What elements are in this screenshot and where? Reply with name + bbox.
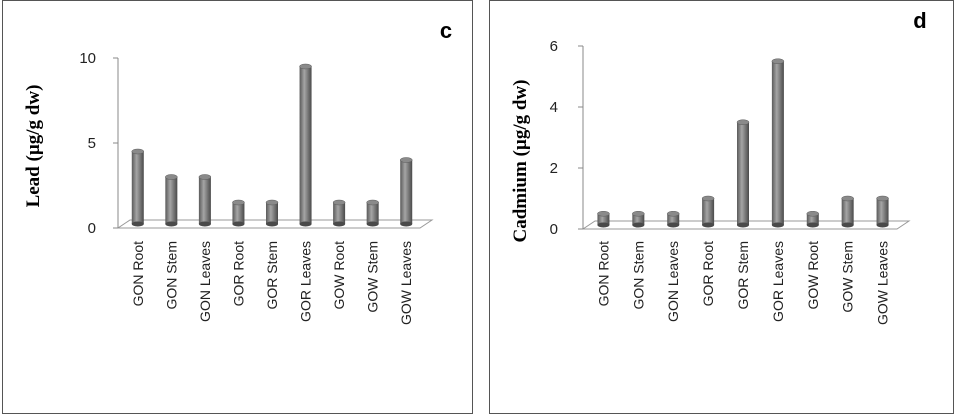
- category-label: GOW Stem: [840, 241, 856, 313]
- bar: [701, 195, 715, 228]
- category-label: GON Root: [595, 241, 611, 306]
- y-tick-label: 0: [88, 220, 96, 237]
- category-label: GOW Leaves: [398, 241, 414, 325]
- category-label: GOR Leaves: [770, 241, 786, 322]
- bar: [131, 148, 145, 227]
- chart-panel-lead: 0 5 10 GON Root GON Stem GON Leaves GOR Root GO…: [2, 0, 473, 414]
- bar: [666, 211, 680, 228]
- bar: [232, 199, 245, 227]
- bar: [841, 195, 854, 228]
- y-tick-label: 6: [550, 38, 558, 55]
- category-label: GOW Root: [805, 241, 821, 310]
- category-label: GOR Stem: [264, 241, 280, 309]
- bar: [876, 195, 889, 228]
- category-label: GON Stem: [630, 241, 646, 309]
- bar: [771, 58, 785, 228]
- bar: [597, 211, 610, 228]
- y-tick-label: 10: [79, 50, 96, 67]
- bar: [332, 199, 346, 227]
- y-tick-label: 4: [550, 99, 558, 116]
- cadmium-chart: 0 2 4 6 GON Root GON Stem GON Leaves GOR Root GO…: [510, 8, 927, 325]
- bar: [198, 174, 212, 227]
- category-label: GOW Stem: [365, 241, 381, 313]
- bar: [165, 174, 178, 227]
- chart-panel-cadmium: 0 2 4 6 GON Root GON Stem GON Leaves GOR Root GO…: [489, 0, 954, 414]
- category-label: GOR Root: [230, 241, 246, 306]
- category-label: GON Leaves: [665, 241, 681, 322]
- y-tick-label: 5: [88, 135, 96, 152]
- bar: [632, 211, 645, 228]
- y-axis-label: Lead (µg/g dw): [23, 85, 44, 208]
- bar: [299, 63, 312, 227]
- bar: [399, 157, 413, 227]
- category-label: GOW Leaves: [875, 241, 891, 325]
- panel-letter: c: [440, 18, 452, 43]
- category-label: GON Leaves: [197, 241, 213, 322]
- category-label: GOR Leaves: [298, 241, 314, 322]
- lead-chart: 0 5 10 GON Root GON Stem GON Leaves GOR Root GO…: [23, 18, 452, 325]
- bar: [806, 211, 820, 228]
- bar: [265, 199, 279, 227]
- category-label: GOR Stem: [735, 241, 751, 309]
- category-label: GOR Root: [700, 241, 716, 306]
- bar: [366, 199, 379, 227]
- y-tick-label: 0: [550, 221, 558, 238]
- y-tick-label: 2: [550, 160, 558, 177]
- category-label: GON Stem: [163, 241, 179, 309]
- category-label: GON Root: [130, 241, 146, 306]
- panel-letter: d: [913, 8, 926, 33]
- bar: [736, 119, 750, 228]
- category-label: GOW Root: [331, 241, 347, 310]
- y-axis-label: Cadmium (µg/g dw): [510, 80, 531, 243]
